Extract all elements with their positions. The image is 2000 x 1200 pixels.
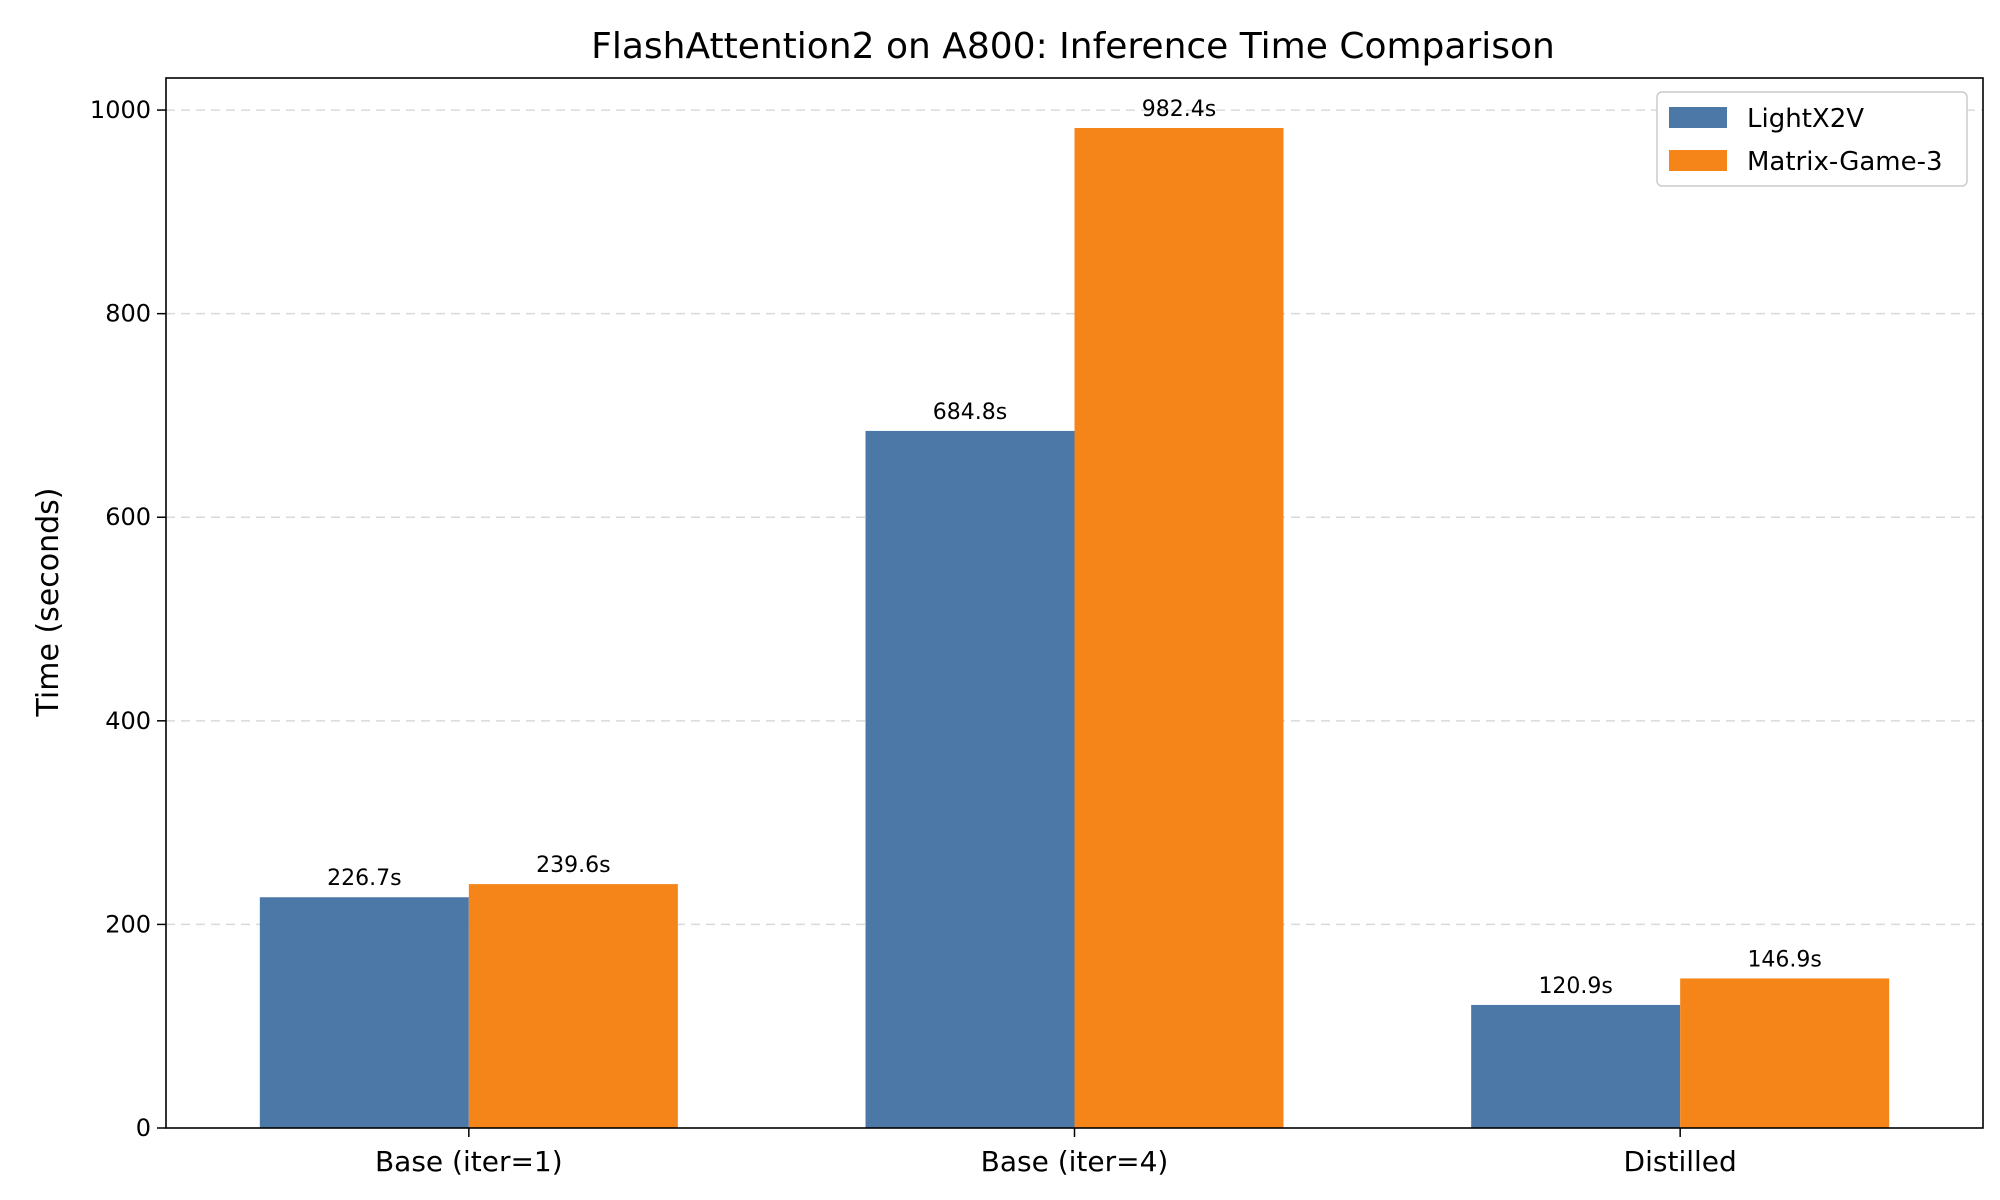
legend-swatch: [1669, 107, 1727, 128]
bar-value-label: 684.8s: [933, 400, 1007, 425]
y-tick-label: 800: [105, 300, 151, 328]
legend-label: LightX2V: [1747, 104, 1864, 134]
axes: 0 200 400 600 800 1000 Base (iter=1) Base (iter…: [90, 77, 1984, 1178]
bar-value-label: 120.9s: [1538, 974, 1612, 999]
bars: [259, 127, 1890, 1129]
bar-value-label: 982.4s: [1142, 97, 1216, 122]
legend: LightX2V Matrix-Game-3: [1656, 91, 1968, 187]
bar: [1680, 978, 1890, 1128]
bar: [1471, 1004, 1681, 1128]
y-axis-label: Time (seconds): [31, 488, 66, 718]
y-tick-label: 1000: [90, 96, 151, 124]
data-labels: 226.7s 239.6s 684.8s 982.4s 120.9s 146.9s: [327, 97, 1822, 999]
y-tick-label: 200: [105, 910, 151, 938]
x-tick-label: Distilled: [1624, 1145, 1737, 1178]
x-tick-label: Base (iter=4): [981, 1145, 1169, 1178]
x-tick-label: Base (iter=1): [375, 1145, 563, 1178]
legend-box: [1656, 91, 1968, 187]
chart-title: FlashAttention2 on A800: Inference Time …: [591, 26, 1555, 67]
legend-swatch: [1669, 150, 1727, 171]
bar: [259, 897, 469, 1128]
y-tick-label: 600: [105, 503, 151, 531]
bar: [468, 884, 678, 1128]
bar-value-label: 146.9s: [1747, 947, 1821, 972]
bar-value-label: 239.6s: [536, 853, 610, 878]
bar-value-label: 226.7s: [327, 866, 401, 891]
bar: [1074, 127, 1284, 1129]
legend-label: Matrix-Game-3: [1747, 147, 1943, 177]
plot-frame: [165, 77, 1984, 1129]
y-tick-label: 400: [105, 707, 151, 735]
y-tick-label: 0: [136, 1114, 151, 1142]
bar: [865, 430, 1075, 1128]
